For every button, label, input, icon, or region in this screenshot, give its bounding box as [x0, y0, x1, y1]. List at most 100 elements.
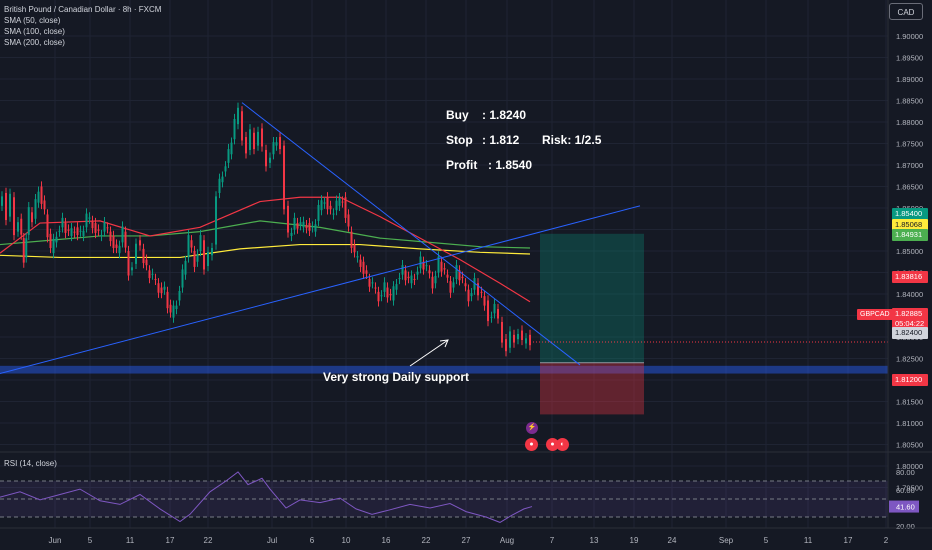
candle-body — [501, 321, 503, 343]
candle-body — [269, 157, 271, 163]
candle-body — [46, 214, 49, 238]
candle-body — [175, 305, 178, 310]
candle-body — [100, 235, 103, 237]
price-tick-label: 1.81500 — [896, 398, 923, 407]
time-tick-label: 7 — [550, 536, 555, 545]
price-tick-label: 1.81000 — [896, 419, 923, 428]
target-price-label: 1.85400 — [892, 208, 928, 220]
buy-annotation: Buy: 1.8240 — [446, 108, 526, 122]
candle-body — [253, 132, 255, 150]
symbol-title: British Pound / Canadian Dollar · 8h · F… — [4, 5, 162, 14]
uk-flag-event-icon[interactable]: ● — [546, 438, 559, 451]
candle-body — [13, 197, 15, 236]
candle-body — [410, 275, 413, 284]
candle-body — [446, 274, 449, 278]
price-tick-label: 1.80500 — [896, 441, 923, 450]
candle-body — [362, 261, 365, 274]
candle-body — [407, 276, 410, 279]
time-tick-label: 11 — [804, 536, 813, 545]
candle-body — [434, 275, 437, 284]
candle-body — [17, 222, 19, 232]
candle-body — [157, 283, 160, 293]
candle-body — [401, 265, 404, 275]
candle-body — [5, 192, 7, 221]
candle-body — [166, 291, 169, 309]
support-annotation: Very strong Daily support — [323, 370, 470, 384]
candle-body — [296, 223, 299, 229]
downward-trendline — [241, 102, 581, 366]
candle-body — [79, 230, 82, 232]
candle-body — [109, 231, 112, 242]
support-zone — [0, 365, 888, 374]
price-tick-label: 1.88000 — [896, 118, 923, 127]
candle-body — [37, 191, 40, 203]
candle-body — [470, 293, 473, 297]
candle-body — [145, 259, 148, 266]
candle-body — [70, 228, 73, 236]
profit-zone — [540, 233, 644, 363]
candle-body — [127, 251, 130, 276]
time-tick-label: 13 — [590, 536, 599, 545]
time-tick-label: Jun — [49, 536, 62, 545]
candle-body — [121, 226, 124, 243]
earnings-event-icon[interactable]: ◐ — [556, 438, 569, 451]
candle-body — [302, 221, 305, 228]
candle-body — [431, 276, 434, 289]
stop-label: Stop — [446, 133, 473, 147]
candle-body — [368, 278, 371, 287]
candle-body — [135, 243, 137, 264]
candle-body — [190, 240, 193, 248]
candle-body — [428, 270, 431, 274]
entry-price-label: 1.82400 — [892, 327, 928, 339]
candle-body — [187, 235, 190, 258]
candle-body — [359, 259, 362, 267]
loss-zone — [540, 362, 644, 415]
candle-body — [386, 287, 389, 298]
candle-body — [311, 226, 314, 228]
candle-body — [458, 270, 461, 281]
candle-body — [241, 111, 243, 141]
candle-body — [118, 245, 121, 254]
price-tick-label: 1.86500 — [896, 183, 923, 192]
candle-body — [290, 232, 293, 236]
candle-body — [314, 224, 317, 232]
candle-body — [245, 137, 247, 154]
candle-body — [287, 205, 289, 233]
candle-body — [335, 200, 338, 211]
currency-button[interactable]: CAD — [889, 3, 923, 20]
candle-body — [305, 225, 308, 229]
price-tick-label: 1.85000 — [896, 247, 923, 256]
time-tick-label: 27 — [462, 536, 471, 545]
candle-body — [326, 197, 329, 210]
candle-body — [178, 290, 181, 301]
lightning-event-icon[interactable]: ⚡ — [526, 422, 538, 434]
candle-body — [344, 197, 347, 218]
candle-body — [398, 278, 401, 280]
time-tick-label: Aug — [500, 536, 514, 545]
sma200-price-label: 1.85068 — [892, 219, 928, 231]
time-tick-label: 17 — [844, 536, 853, 545]
candle-body — [124, 231, 127, 248]
rsi-tick-label: 60.00 — [896, 486, 915, 495]
candle-body — [196, 254, 199, 262]
price-tick-label: 1.80000 — [896, 462, 923, 471]
candle-body — [211, 247, 213, 256]
candle-body — [181, 269, 184, 288]
candle-body — [67, 229, 70, 231]
candle-body — [293, 217, 296, 230]
candle-body — [106, 227, 109, 229]
candle-body — [249, 129, 251, 150]
price-tick-label: 1.87000 — [896, 161, 923, 170]
last-price-label: 1.82885 05:04:22 — [892, 308, 928, 330]
candle-body — [275, 142, 278, 146]
ca-flag-event-icon[interactable]: ● — [525, 438, 538, 451]
candle-body — [521, 330, 523, 341]
candle-body — [452, 282, 455, 288]
time-tick-label: 22 — [422, 536, 431, 545]
candle-body — [308, 223, 311, 231]
candle-body — [64, 223, 67, 233]
candle-body — [154, 278, 157, 280]
candle-body — [395, 284, 398, 290]
candle-body — [237, 107, 239, 125]
